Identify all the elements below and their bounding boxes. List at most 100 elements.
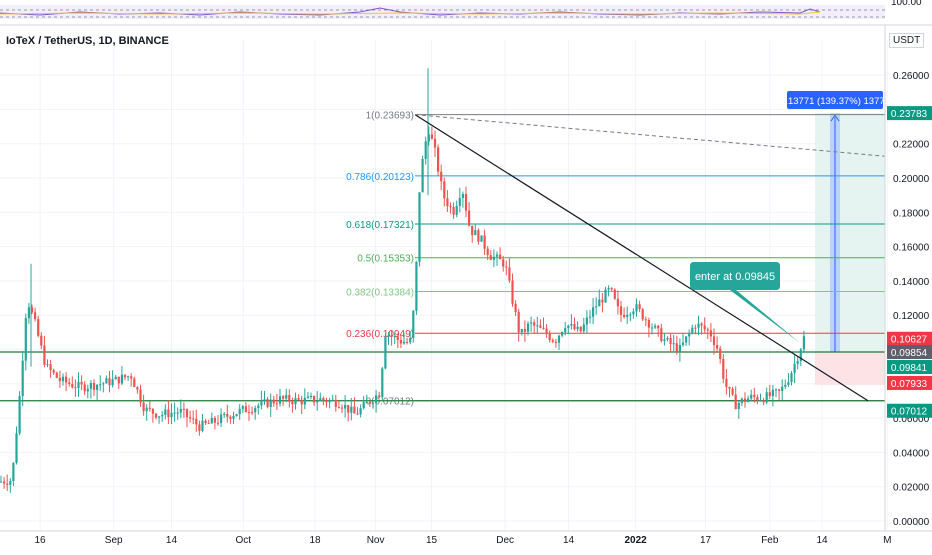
fib-level-label: 0.236(0.10949) bbox=[346, 329, 414, 340]
price-label: 0.10627 bbox=[891, 335, 928, 346]
candle-body bbox=[433, 138, 437, 148]
fib-level-label: 0.382(0.13384) bbox=[346, 287, 414, 298]
candle-body bbox=[15, 433, 18, 463]
candle-body bbox=[675, 343, 678, 352]
candle-body bbox=[554, 341, 557, 343]
candle-body bbox=[179, 408, 182, 413]
candle-body bbox=[437, 147, 440, 172]
candle-body bbox=[182, 408, 185, 410]
candle-body bbox=[334, 399, 337, 408]
candle-body bbox=[111, 379, 114, 386]
candle-body bbox=[43, 345, 46, 365]
fib-level-label: 0.618(0.17321) bbox=[346, 220, 414, 231]
x-tick-label: Dec bbox=[496, 535, 514, 546]
candle-body bbox=[55, 372, 58, 378]
annotation-text: enter at 0.09845 bbox=[695, 271, 775, 283]
candle-body bbox=[158, 416, 161, 418]
candle-body bbox=[619, 306, 623, 315]
x-axis[interactable]: 16 Sep 14 Oct 18 Nov 15 Dec 14 2022 17 Feb 14 M bbox=[0, 530, 932, 546]
symbol-title[interactable]: IoTeX / TetherUS, 1D, BINANCE bbox=[6, 35, 169, 47]
candle-body bbox=[244, 406, 247, 413]
x-tick-label: 2022 bbox=[624, 535, 647, 546]
candle-body bbox=[461, 193, 464, 198]
candle-body bbox=[306, 396, 309, 398]
candle-body bbox=[793, 363, 796, 374]
candle-body bbox=[778, 389, 781, 391]
candle-body bbox=[799, 349, 802, 362]
candle-body bbox=[464, 193, 468, 211]
candle-body bbox=[542, 327, 545, 329]
candle-body bbox=[678, 345, 681, 352]
candle-body bbox=[688, 332, 691, 337]
y-tick-label: 0.26000 bbox=[893, 71, 930, 82]
candle-body bbox=[530, 322, 533, 324]
candle-body bbox=[654, 325, 657, 328]
candle-body bbox=[340, 407, 344, 409]
candle-body bbox=[300, 399, 303, 405]
currency-label[interactable]: USDT bbox=[889, 33, 925, 48]
candle-body bbox=[629, 314, 632, 316]
candle-body bbox=[588, 316, 592, 318]
candle-body bbox=[477, 230, 480, 242]
y-tick-label: 0.20000 bbox=[893, 174, 930, 185]
price-label: 0.09854 bbox=[891, 348, 928, 359]
candle-body bbox=[130, 376, 133, 379]
candle-body bbox=[350, 406, 353, 413]
y-tick-label: 0.16000 bbox=[893, 243, 930, 254]
candle-body bbox=[638, 304, 641, 310]
candle-body bbox=[430, 134, 433, 139]
target-zone bbox=[815, 113, 885, 353]
candle-body bbox=[666, 338, 669, 340]
candle-body bbox=[297, 398, 300, 400]
candle-body bbox=[728, 386, 731, 389]
candle-body bbox=[610, 288, 613, 290]
candle-body bbox=[3, 481, 6, 484]
candle-body bbox=[505, 266, 508, 268]
candle-body bbox=[747, 398, 750, 402]
y-tick-label: 0.18000 bbox=[893, 208, 930, 219]
candle-body bbox=[331, 399, 334, 401]
candle-body bbox=[722, 359, 725, 379]
candle-body bbox=[452, 207, 455, 215]
price-label: 0.07012 bbox=[891, 407, 928, 418]
indicator-top-value: 100.00 bbox=[891, 0, 922, 8]
y-axis[interactable]: 0.260000.240000.220000.200000.180000.160… bbox=[884, 25, 930, 531]
price-label-box bbox=[887, 360, 932, 375]
candle-body bbox=[68, 382, 71, 385]
candle-body bbox=[697, 323, 700, 328]
candle-body bbox=[74, 387, 77, 389]
candle-body bbox=[545, 328, 548, 335]
candle-body bbox=[409, 337, 412, 343]
y-tick-label: 0.22000 bbox=[893, 140, 930, 151]
candle-body bbox=[626, 314, 629, 318]
candle-body bbox=[198, 424, 201, 431]
candle-body bbox=[719, 348, 722, 360]
price-label-box bbox=[887, 375, 932, 390]
price-label-box bbox=[887, 106, 932, 121]
candle-body bbox=[263, 399, 266, 401]
candle-body bbox=[148, 407, 151, 409]
x-tick-label: 16 bbox=[35, 535, 47, 546]
candle-body bbox=[691, 327, 694, 333]
candle-body bbox=[201, 420, 204, 431]
candle-body bbox=[207, 422, 210, 424]
price-label: 0.07933 bbox=[891, 379, 928, 390]
candle-body bbox=[37, 319, 40, 336]
candle-body bbox=[495, 254, 499, 257]
candle-body bbox=[551, 339, 554, 342]
x-tick-label: 14 bbox=[166, 535, 178, 546]
candle-body bbox=[644, 319, 647, 321]
candle-body bbox=[145, 407, 148, 412]
candle-body bbox=[570, 323, 573, 326]
candle-body bbox=[272, 399, 275, 404]
candle-body bbox=[455, 205, 458, 215]
candle-body bbox=[151, 408, 154, 414]
candle-body bbox=[561, 332, 564, 336]
candle-body bbox=[102, 383, 105, 385]
candle-body bbox=[117, 376, 120, 384]
price-label: 0.09841 bbox=[891, 363, 928, 374]
candle-body bbox=[154, 413, 158, 418]
candle-body bbox=[114, 376, 117, 380]
